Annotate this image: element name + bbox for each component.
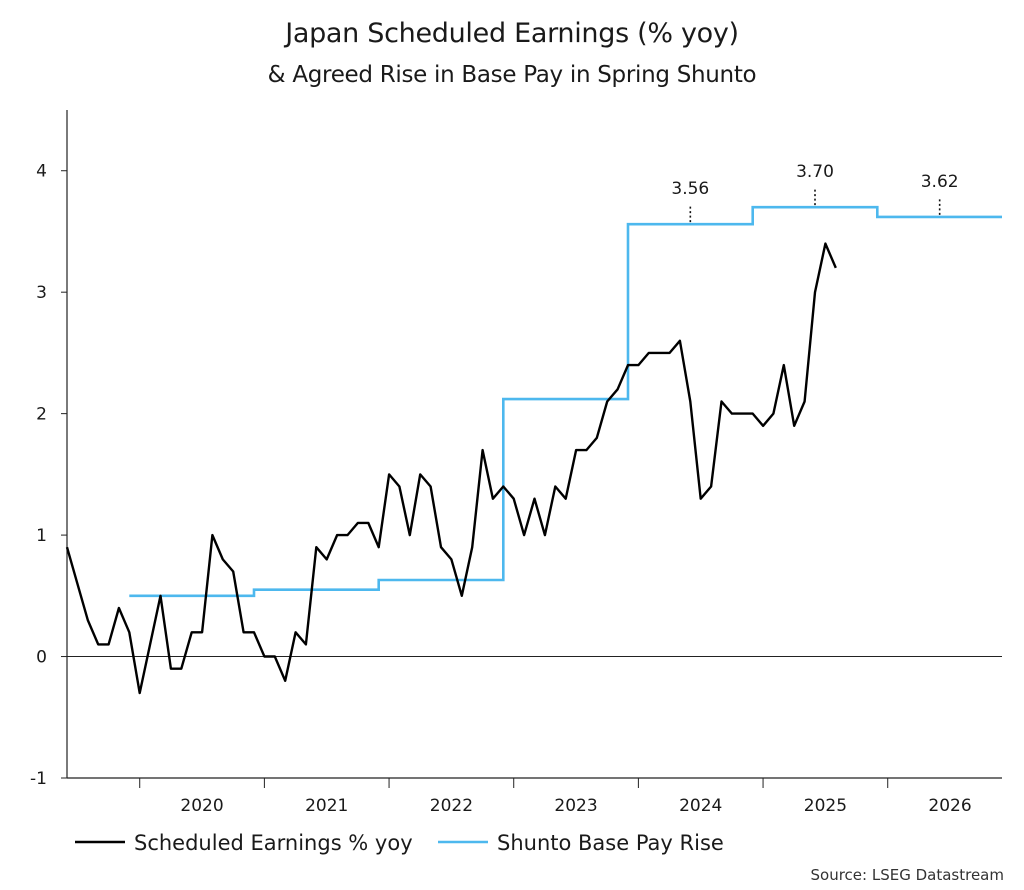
axes: -1 0 1 2 3 4 2020 2021 2022 2023 2024 2025 2026 <box>30 110 1002 816</box>
series-line-scheduled-earnings <box>65 242 837 695</box>
annotation-label: 3.70 <box>796 162 834 182</box>
y-tick-label: 4 <box>36 162 47 182</box>
chart-subtitle: & Agreed Rise in Base Pay in Spring Shun… <box>267 62 757 88</box>
legend-label-scheduled-earnings: Scheduled Earnings % yoy <box>134 831 413 855</box>
x-tick-label: 2020 <box>180 796 223 816</box>
y-tick-label: 3 <box>36 283 47 303</box>
series-line-shunto <box>129 205 1002 598</box>
annotation-label: 3.62 <box>921 172 959 192</box>
y-tick-label: 2 <box>36 405 47 425</box>
x-tick-label: 2024 <box>679 796 722 816</box>
legend-label-shunto: Shunto Base Pay Rise <box>497 831 724 855</box>
annotation-layer: 3.56 3.70 3.62 <box>671 162 959 223</box>
y-tick-label: 1 <box>36 526 47 546</box>
source-note: Source: LSEG Datastream <box>810 866 1004 884</box>
legend: Scheduled Earnings % yoy Shunto Base Pay … <box>75 831 724 855</box>
series-layer <box>65 205 1002 695</box>
chart-title: Japan Scheduled Earnings (% yoy) <box>285 18 739 49</box>
y-tick-label: -1 <box>30 769 47 789</box>
annotation-label: 3.56 <box>671 179 709 199</box>
x-tick-label: 2022 <box>430 796 473 816</box>
x-tick-label: 2023 <box>554 796 597 816</box>
y-tick-label: 0 <box>36 648 47 668</box>
x-tick-label: 2025 <box>804 796 847 816</box>
x-tick-label: 2026 <box>928 796 971 816</box>
x-tick-label: 2021 <box>305 796 348 816</box>
